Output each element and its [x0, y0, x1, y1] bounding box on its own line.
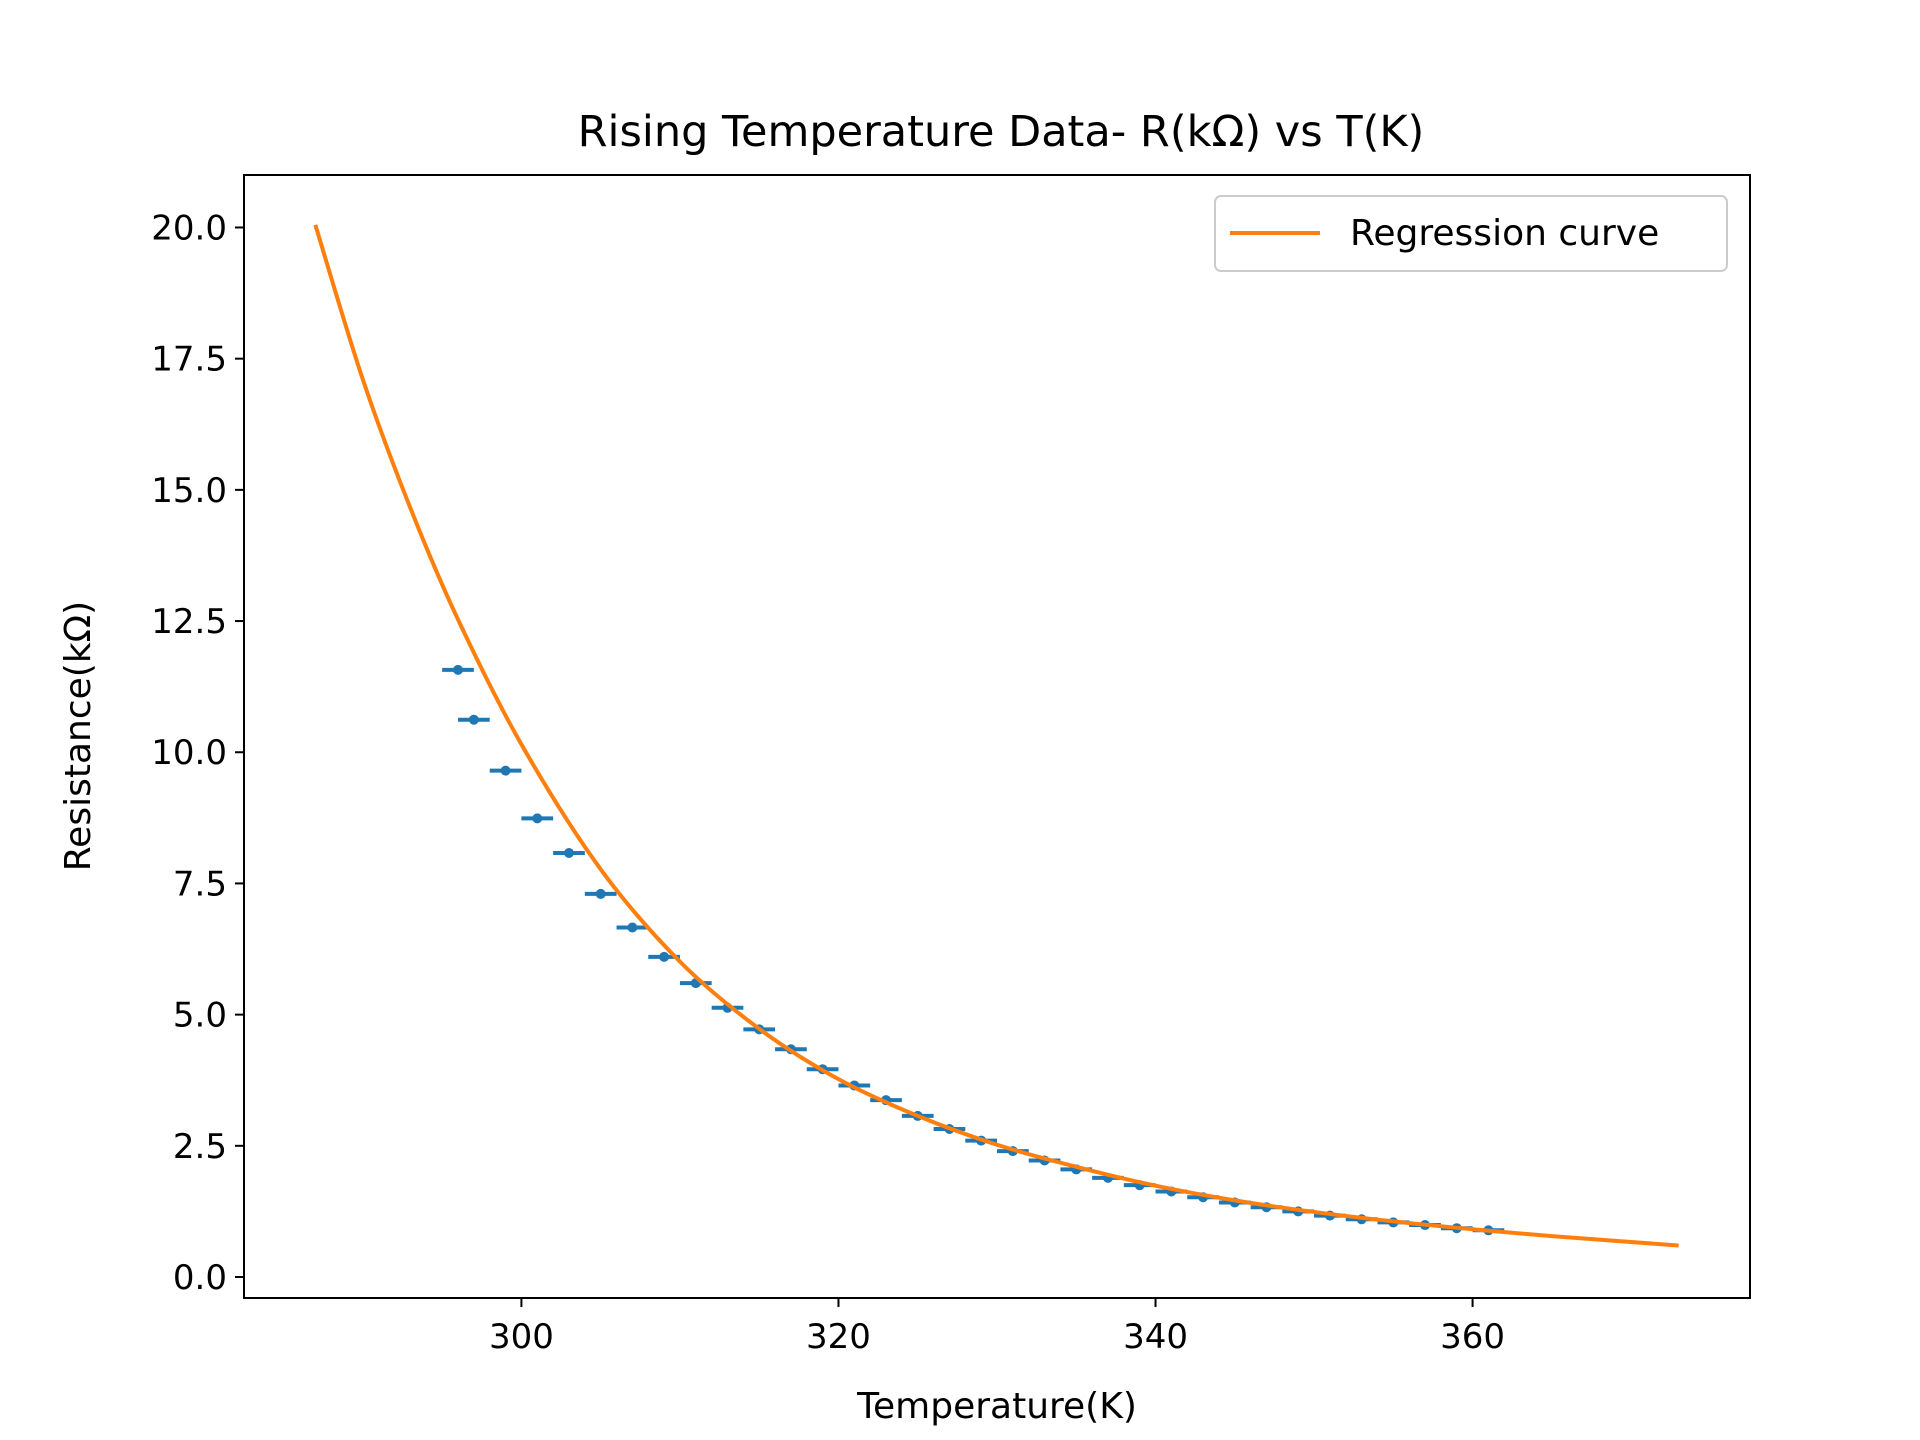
- legend-entry-regression-curve: Regression curve: [1350, 213, 1659, 254]
- chart-title: Rising Temperature Data- R(kΩ) vs T(K): [578, 107, 1425, 157]
- y-axis: 0.0 2.5 5.0 7.5 10.0 12.5 15.0 17.5 20.0: [151, 208, 244, 1298]
- x-axis: 300 320 340 360: [489, 1298, 1505, 1357]
- y-tick-label: 17.5: [151, 340, 227, 380]
- data-point: [468, 714, 479, 725]
- y-tick-label: 7.5: [173, 864, 227, 904]
- data-point: [500, 765, 511, 776]
- regression-curve-line: [313, 224, 1679, 1248]
- y-tick-label: 12.5: [151, 602, 227, 642]
- x-tick-label: 340: [1123, 1317, 1188, 1357]
- x-axis-label: Temperature(K): [856, 1386, 1137, 1427]
- x-tick-label: 300: [489, 1317, 554, 1357]
- data-point: [627, 922, 638, 933]
- y-tick-label: 2.5: [173, 1127, 227, 1167]
- y-tick-label: 20.0: [151, 208, 227, 248]
- data-point: [563, 847, 574, 858]
- legend: Regression curve: [1214, 195, 1728, 272]
- y-tick-label: 15.0: [151, 471, 227, 511]
- data-point: [595, 888, 606, 899]
- y-tick-label: 10.0: [151, 733, 227, 773]
- x-tick-label: 320: [806, 1317, 871, 1357]
- x-tick-label: 360: [1440, 1317, 1505, 1357]
- legend-box: [1214, 195, 1728, 272]
- plot-area: [313, 224, 1679, 1248]
- data-point: [532, 813, 543, 824]
- axes-frame: [243, 174, 1751, 1299]
- y-axis-label: Resistance(kΩ): [58, 601, 99, 871]
- y-tick-label: 0.0: [173, 1258, 227, 1298]
- data-point: [659, 951, 670, 962]
- data-point: [453, 664, 464, 675]
- y-tick-label: 5.0: [173, 996, 227, 1036]
